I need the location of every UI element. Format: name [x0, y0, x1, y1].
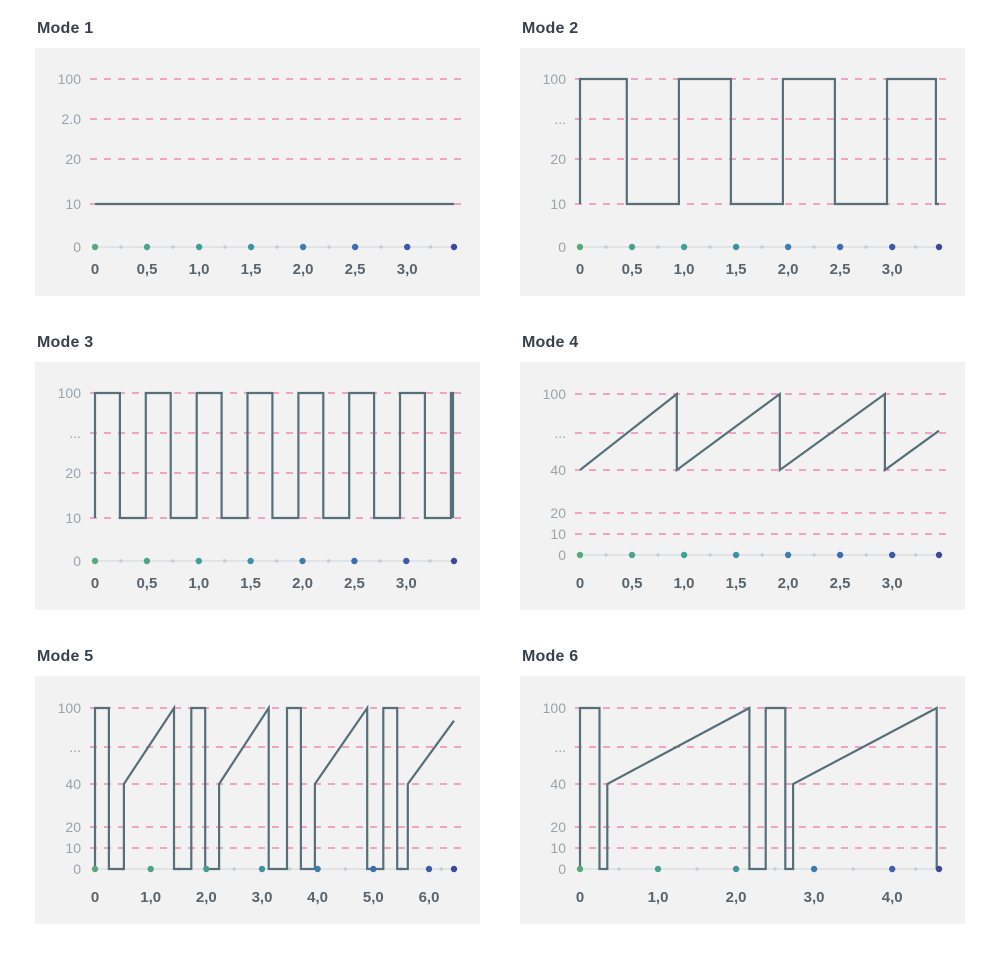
svg-text:1,0: 1,0	[188, 575, 209, 592]
svg-text:0: 0	[73, 553, 81, 569]
svg-text:4,0: 4,0	[882, 889, 903, 906]
svg-text:100: 100	[543, 386, 567, 402]
svg-text:0: 0	[91, 261, 99, 278]
svg-text:3,0: 3,0	[252, 889, 273, 906]
svg-text:3,0: 3,0	[882, 575, 903, 592]
svg-text:3,0: 3,0	[397, 261, 418, 278]
svg-text:0,5: 0,5	[137, 261, 158, 278]
svg-text:2,5: 2,5	[344, 575, 365, 592]
svg-text:2,0: 2,0	[292, 575, 313, 592]
svg-text:1,5: 1,5	[241, 261, 262, 278]
mode-4-title: Mode 4	[522, 334, 579, 351]
svg-text:...: ...	[69, 739, 81, 755]
svg-text:10: 10	[550, 840, 566, 856]
svg-text:2,0: 2,0	[778, 575, 799, 592]
svg-text:2.0: 2.0	[62, 111, 82, 127]
svg-text:2,5: 2,5	[830, 261, 851, 278]
svg-text:100: 100	[58, 71, 82, 87]
svg-text:3,0: 3,0	[804, 889, 825, 906]
svg-text:20: 20	[65, 151, 81, 167]
mode-1-cell: Mode 1 100 2.0 20 10 0 0 0,5 1,0 1,5 2,0 2,5 3,0	[35, 20, 480, 296]
svg-text:5,0: 5,0	[363, 889, 384, 906]
svg-text:20: 20	[65, 819, 81, 835]
svg-text:0: 0	[73, 861, 81, 877]
svg-text:0: 0	[576, 261, 584, 278]
mode-4-chart-area: 100... 40 20 10 0 0 0,5 1,0 1,5 2,0 2,5 3,0	[520, 362, 965, 610]
mode-2-cell: Mode 2 100... 20 10 0 0 0,5 1,0 1,5 2,0 2,5 3,0	[520, 20, 965, 296]
svg-text:1,0: 1,0	[674, 575, 695, 592]
svg-text:100: 100	[543, 71, 567, 87]
svg-text:100: 100	[543, 700, 567, 716]
svg-text:40: 40	[550, 776, 566, 792]
svg-text:1,0: 1,0	[189, 261, 210, 278]
svg-text:10: 10	[550, 196, 566, 212]
svg-text:...: ...	[69, 425, 81, 441]
mode-3-title: Mode 3	[37, 334, 94, 351]
mode-3-chart-area: 100... 20 10 0 0 0,5 1,0 1,5 2,0 2,5 3,0	[35, 362, 480, 610]
svg-text:...: ...	[554, 739, 566, 755]
svg-text:0: 0	[558, 547, 566, 563]
svg-text:10: 10	[65, 840, 81, 856]
svg-text:3,0: 3,0	[882, 261, 903, 278]
svg-text:2,0: 2,0	[726, 889, 747, 906]
svg-text:1,0: 1,0	[674, 261, 695, 278]
mode-2-chart-area: 100... 20 10 0 0 0,5 1,0 1,5 2,0 2,5 3,0	[520, 48, 965, 296]
svg-text:2,0: 2,0	[778, 261, 799, 278]
mode-5-chart-area: 100... 40 20 10 0 0 1,0 2,0 3,0 4,0 5,0 6,0	[35, 676, 480, 924]
svg-text:4,0: 4,0	[307, 889, 328, 906]
svg-text:40: 40	[65, 776, 81, 792]
mode-4-cell: Mode 4 100... 40 20 10 0 0 0,5 1,0 1,5 2,0 2,5 3,0	[520, 334, 965, 610]
svg-text:20: 20	[550, 151, 566, 167]
svg-text:2,0: 2,0	[196, 889, 217, 906]
svg-text:0: 0	[576, 889, 584, 906]
svg-text:2,5: 2,5	[830, 575, 851, 592]
mode-1-chart-area: 100 2.0 20 10 0 0 0,5 1,0 1,5 2,0 2,5 3,0	[35, 48, 480, 296]
svg-text:6,0: 6,0	[419, 889, 440, 906]
svg-text:3,0: 3,0	[396, 575, 417, 592]
svg-text:40: 40	[550, 462, 566, 478]
mode-5-cell: Mode 5 100... 40 20 10 0 0 1,0 2,0 3,0 4,0 5,0 6,0	[35, 648, 480, 924]
svg-text:...: ...	[554, 111, 566, 127]
svg-text:100: 100	[58, 385, 82, 401]
svg-text:1,5: 1,5	[240, 575, 261, 592]
svg-text:0,5: 0,5	[622, 261, 643, 278]
svg-text:10: 10	[65, 510, 81, 526]
svg-text:2,5: 2,5	[345, 261, 366, 278]
svg-text:10: 10	[65, 196, 81, 212]
svg-text:0: 0	[558, 239, 566, 255]
svg-text:0,5: 0,5	[136, 575, 157, 592]
svg-text:100: 100	[58, 700, 82, 716]
mode-6-title: Mode 6	[522, 648, 579, 665]
svg-text:10: 10	[550, 526, 566, 542]
svg-text:20: 20	[550, 505, 566, 521]
svg-text:1,5: 1,5	[726, 575, 747, 592]
svg-text:1,0: 1,0	[648, 889, 669, 906]
svg-text:0,5: 0,5	[622, 575, 643, 592]
mode-6-chart-area: 100... 40 20 10 0 0 1,0 2,0 3,0 4,0	[520, 676, 965, 924]
svg-text:0: 0	[576, 575, 584, 592]
svg-text:0: 0	[558, 861, 566, 877]
mode-1-title: Mode 1	[37, 20, 94, 37]
mode-5-title: Mode 5	[37, 648, 94, 665]
svg-text:1,0: 1,0	[140, 889, 161, 906]
mode-3-cell: Mode 3 100... 20 10 0 0 0,5 1,0 1,5 2,0 2,5 3,0	[35, 334, 480, 610]
svg-text:...: ...	[554, 425, 566, 441]
svg-text:0: 0	[91, 575, 99, 592]
svg-text:0: 0	[73, 239, 81, 255]
svg-text:1,5: 1,5	[726, 261, 747, 278]
mode-2-title: Mode 2	[522, 20, 579, 37]
mode-6-cell: Mode 6 100... 40 20 10 0 0 1,0 2,0 3,0 4,0	[520, 648, 965, 924]
svg-text:20: 20	[65, 465, 81, 481]
svg-text:2,0: 2,0	[293, 261, 314, 278]
svg-text:20: 20	[550, 819, 566, 835]
svg-text:0: 0	[91, 889, 99, 906]
